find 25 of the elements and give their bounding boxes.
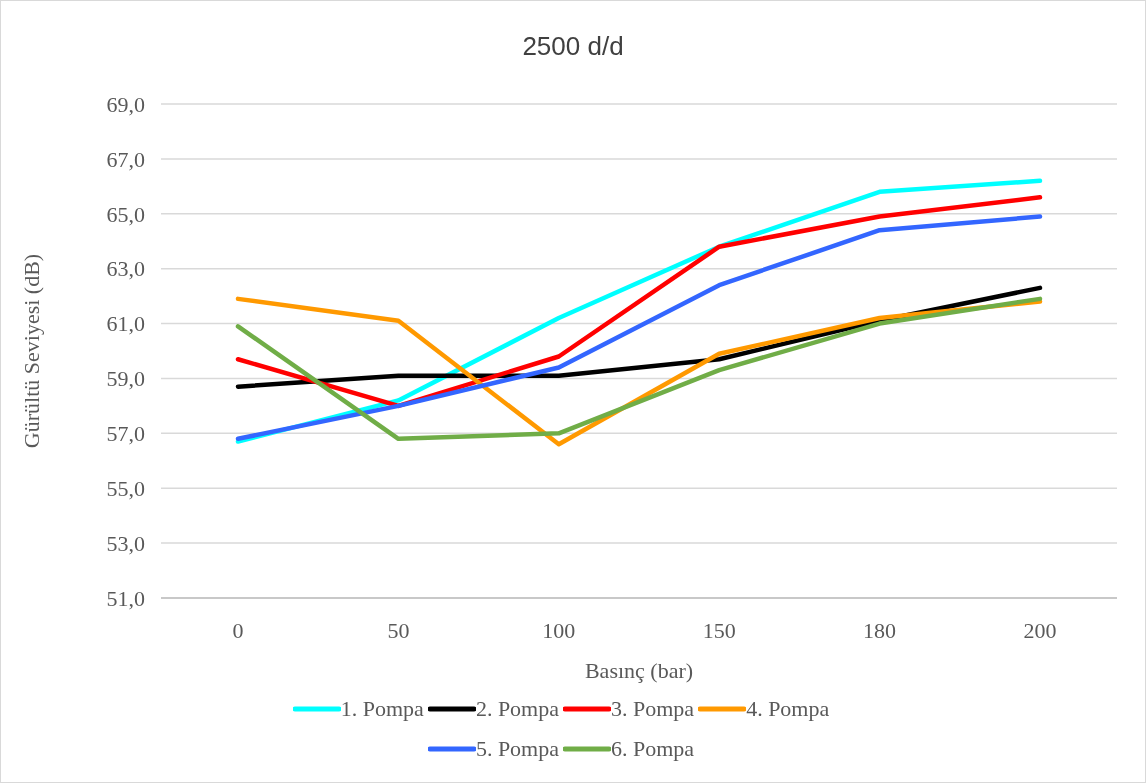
x-tick-label: 50 <box>387 617 410 643</box>
y-tick-label: 55,0 <box>106 476 145 502</box>
y-tick-label: 65,0 <box>106 201 145 227</box>
y-tick-label: 57,0 <box>106 421 145 447</box>
legend-label: 2. Pompa <box>475 696 559 722</box>
legend-label: 3. Pompa <box>611 696 695 722</box>
legend-label: 5. Pompa <box>475 736 559 762</box>
x-tick-label: 200 <box>1023 617 1057 643</box>
y-tick-label: 51,0 <box>106 585 145 611</box>
legend-label: 1. Pompa <box>340 696 424 722</box>
chart-title: 2500 d/d <box>521 31 625 62</box>
x-tick-label: 180 <box>863 617 897 643</box>
x-axis-title: Basınç (bar) <box>584 658 694 683</box>
y-tick-label: 69,0 <box>106 91 145 117</box>
legend-label: 4. Pompa <box>746 696 830 722</box>
x-tick-label: 0 <box>232 617 244 643</box>
legend-label: 6. Pompa <box>611 736 695 762</box>
y-tick-label: 59,0 <box>106 366 145 392</box>
y-tick-label: 53,0 <box>106 530 145 556</box>
y-tick-label: 61,0 <box>106 311 145 337</box>
y-tick-label: 63,0 <box>106 256 145 282</box>
y-axis-title: Gürültü Seviyesi (dB) <box>18 253 44 449</box>
x-tick-label: 100 <box>542 617 576 643</box>
y-tick-label: 67,0 <box>106 146 145 172</box>
x-tick-label: 150 <box>702 617 736 643</box>
